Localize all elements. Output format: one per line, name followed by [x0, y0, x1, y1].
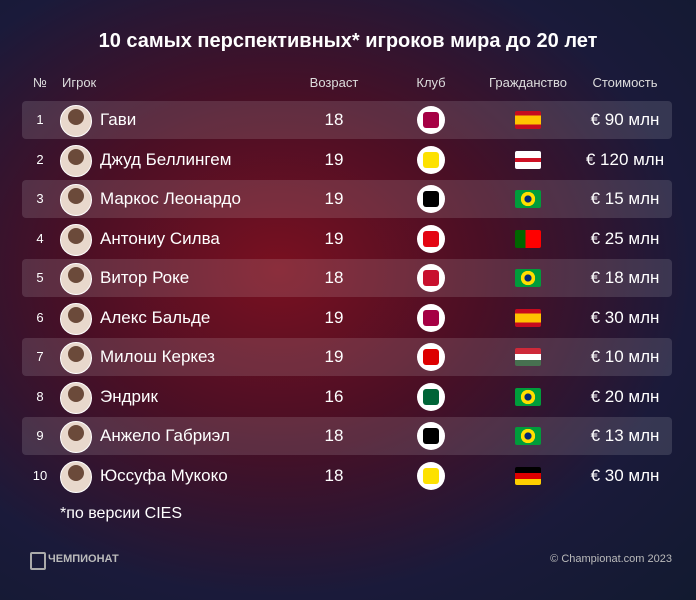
flag	[515, 387, 541, 406]
player-photo	[60, 144, 92, 177]
rank: 9	[36, 428, 44, 443]
flag	[515, 348, 541, 366]
copyright: © Championat.com 2023	[550, 553, 672, 565]
value: € 10 млн	[590, 347, 660, 366]
club-logo	[417, 461, 445, 490]
value: € 15 млн	[590, 189, 660, 208]
brand-icon	[30, 552, 46, 570]
player-name: Гави	[100, 110, 137, 129]
column-header: №	[33, 75, 47, 90]
age: 19	[324, 189, 344, 208]
player-name: Эндрик	[100, 386, 158, 406]
flag	[515, 427, 541, 445]
age: 18	[324, 110, 344, 129]
rank: 7	[36, 349, 44, 364]
player-name: Милош Керкез	[100, 347, 215, 366]
flag	[515, 150, 541, 169]
column-header: Игрок	[62, 75, 97, 90]
player-name: Витор Роке	[100, 268, 190, 287]
age: 19	[324, 149, 344, 169]
player-photo	[60, 105, 92, 137]
player-photo	[60, 342, 92, 374]
value: € 20 млн	[590, 386, 660, 406]
age: 19	[324, 228, 344, 248]
rank: 6	[36, 309, 44, 325]
club-logo	[417, 264, 445, 292]
brand: ЧЕМПИОНАТ	[48, 553, 119, 565]
column-header: Гражданство	[489, 75, 567, 90]
column-header: Стоимость	[592, 75, 658, 90]
value: € 120 млн	[585, 149, 665, 169]
player-name: Анжело Габриэл	[100, 426, 230, 445]
table-row	[22, 101, 672, 139]
table-row	[22, 259, 672, 297]
player-photo	[60, 381, 92, 414]
age: 18	[324, 268, 344, 287]
flag	[515, 308, 541, 327]
flag	[515, 269, 541, 287]
value: € 90 млн	[590, 110, 660, 129]
footnote: *по версии CIES	[60, 505, 183, 522]
value: € 18 млн	[590, 268, 660, 287]
rank: 5	[36, 270, 44, 285]
rank: 8	[36, 388, 44, 404]
player-photo	[60, 223, 92, 256]
rank: 10	[32, 467, 48, 483]
value: € 13 млн	[590, 426, 660, 445]
age: 18	[324, 426, 344, 445]
player-name: Юссуфа Мукоко	[100, 465, 228, 485]
rank: 4	[36, 230, 44, 246]
flag	[515, 111, 541, 129]
value: € 25 млн	[590, 228, 660, 248]
age: 19	[324, 307, 344, 327]
rank: 3	[36, 191, 44, 206]
player-photo	[60, 184, 92, 216]
player-photo	[60, 263, 92, 295]
column-header: Клуб	[416, 75, 446, 90]
club-logo	[417, 303, 445, 332]
age: 18	[324, 465, 344, 485]
player-name: Джуд Беллингем	[100, 149, 232, 169]
club-logo	[417, 343, 445, 371]
value: € 30 млн	[590, 465, 660, 485]
player-name: Маркос Леонардо	[100, 189, 241, 208]
column-header: Возраст	[309, 75, 359, 90]
age: 19	[324, 347, 344, 366]
table-row	[22, 180, 672, 218]
title: 10 самых перспективных* игроков мира до …	[98, 30, 598, 52]
player-name: Алекс Бальде	[100, 307, 211, 327]
club-logo	[417, 422, 445, 450]
club-logo	[417, 185, 445, 213]
club-logo	[417, 382, 445, 411]
player-photo	[60, 421, 92, 453]
rank: 2	[36, 151, 44, 167]
flag	[515, 229, 541, 248]
table-row	[22, 338, 672, 376]
flag	[515, 190, 541, 208]
player-photo	[60, 302, 92, 335]
age: 16	[324, 386, 344, 406]
value: € 30 млн	[590, 307, 660, 327]
rank: 1	[36, 112, 44, 127]
flag	[515, 466, 541, 485]
club-logo	[417, 106, 445, 134]
player-name: Антониу Силва	[100, 228, 220, 248]
club-logo	[417, 145, 445, 174]
player-photo	[60, 460, 92, 493]
table-row	[22, 417, 672, 455]
club-logo	[417, 224, 445, 253]
